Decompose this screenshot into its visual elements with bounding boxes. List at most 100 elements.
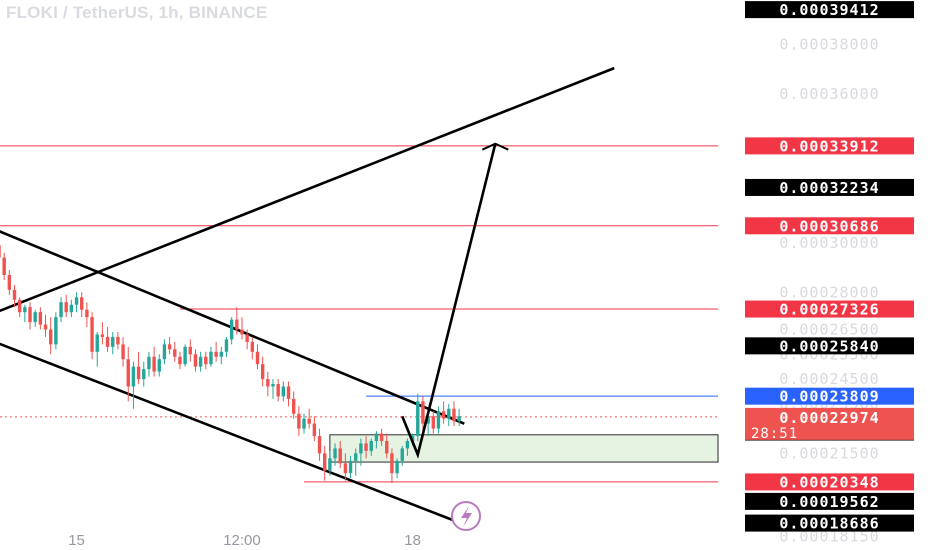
price-tag-bg xyxy=(745,387,914,405)
candle-body xyxy=(0,245,1,258)
candle xyxy=(441,401,446,424)
candle xyxy=(136,351,141,385)
candle-body xyxy=(374,433,379,441)
candle-body xyxy=(74,297,79,305)
candle xyxy=(54,312,58,350)
candle xyxy=(297,406,301,437)
candle-body xyxy=(7,275,12,290)
candle xyxy=(333,443,337,466)
candle xyxy=(343,453,348,481)
candle-body xyxy=(364,443,368,451)
candle-body xyxy=(421,401,425,424)
candle xyxy=(291,391,296,419)
candle-body xyxy=(271,384,275,387)
candle xyxy=(338,440,342,469)
candle-body xyxy=(214,351,218,357)
price-tag-label: 0.00025840 xyxy=(779,337,879,355)
trendline xyxy=(0,342,455,522)
candle xyxy=(250,336,255,360)
candle xyxy=(395,458,399,479)
candle xyxy=(229,317,234,345)
price-axis-tick: 0.00021500 xyxy=(779,444,879,462)
candle xyxy=(421,396,425,432)
candle-body xyxy=(385,440,389,454)
candle-body xyxy=(100,334,105,337)
candle xyxy=(235,307,239,335)
candle xyxy=(162,339,167,365)
price-tag: 0.00019562 xyxy=(745,492,914,511)
candle-body xyxy=(260,364,265,380)
candle-body xyxy=(302,418,306,429)
price-tag-label: 0.00033912 xyxy=(779,137,879,155)
candle-body xyxy=(235,319,239,330)
candle-body xyxy=(12,289,17,300)
candle-body xyxy=(85,309,89,318)
candle-body xyxy=(188,346,192,355)
candle-body xyxy=(173,349,177,357)
candle-body xyxy=(307,418,311,424)
price-tag-bg xyxy=(745,337,914,355)
candle xyxy=(452,401,456,427)
candle xyxy=(23,304,27,323)
time-axis[interactable]: 15 12:00 18 xyxy=(68,532,421,549)
candle xyxy=(281,381,286,402)
candle-body xyxy=(121,344,125,360)
chart-title: FLOKI / TetherUS, 1h, BINANCE xyxy=(6,3,268,22)
candle-body xyxy=(426,416,430,424)
candle-body xyxy=(416,401,420,437)
current-price-label: 0.00022974 xyxy=(779,409,879,427)
candle-body xyxy=(297,413,301,429)
price-tag-label: 0.00018686 xyxy=(779,515,879,533)
candle-body xyxy=(204,356,208,365)
candle xyxy=(385,433,389,459)
candle-body xyxy=(33,312,37,323)
candle-body xyxy=(147,356,151,370)
candle xyxy=(7,270,12,295)
candle-body xyxy=(441,411,446,419)
candle xyxy=(260,356,265,387)
candle xyxy=(74,292,79,313)
candle-body xyxy=(43,324,48,330)
price-axis-tick: 0.00024500 xyxy=(779,370,879,388)
candle xyxy=(416,393,420,441)
candle xyxy=(431,411,435,434)
candle-body xyxy=(28,307,32,323)
candle xyxy=(43,314,48,337)
price-tag-bg xyxy=(745,492,914,510)
candle xyxy=(390,448,394,484)
candle-body xyxy=(245,334,249,342)
candle-body xyxy=(59,302,63,318)
price-tag-bg xyxy=(745,217,914,235)
candle-body xyxy=(354,453,358,461)
candle xyxy=(17,297,22,318)
current-price-bg xyxy=(745,407,914,440)
candle-body xyxy=(178,356,182,365)
candle xyxy=(198,351,203,372)
candle-body xyxy=(312,423,317,437)
price-tag: 0.00023809 xyxy=(745,387,914,406)
candle xyxy=(447,403,451,427)
candle-body xyxy=(69,304,74,313)
price-tag: 0.00032234 xyxy=(745,178,914,197)
candle xyxy=(157,354,161,377)
trendline xyxy=(0,66,615,313)
replay-icon[interactable] xyxy=(451,501,481,531)
candle-body xyxy=(395,460,399,474)
candle xyxy=(369,438,373,456)
candle xyxy=(49,317,53,355)
price-axis[interactable]: 0.00038000 0.00036000 0.00030000 0.00028000… xyxy=(779,36,879,546)
candle xyxy=(131,361,136,409)
candle-body xyxy=(80,297,84,310)
candle xyxy=(152,346,156,377)
candle-body xyxy=(126,359,130,387)
candle xyxy=(266,371,270,397)
candle xyxy=(85,302,89,328)
candle xyxy=(188,339,192,362)
candle-body xyxy=(266,379,270,387)
price-tag: 0.00025840 xyxy=(745,337,914,355)
candle-body xyxy=(136,366,141,380)
candle xyxy=(209,346,213,367)
price-tag-label: 0.00019562 xyxy=(779,493,879,511)
candle-body xyxy=(54,317,58,345)
